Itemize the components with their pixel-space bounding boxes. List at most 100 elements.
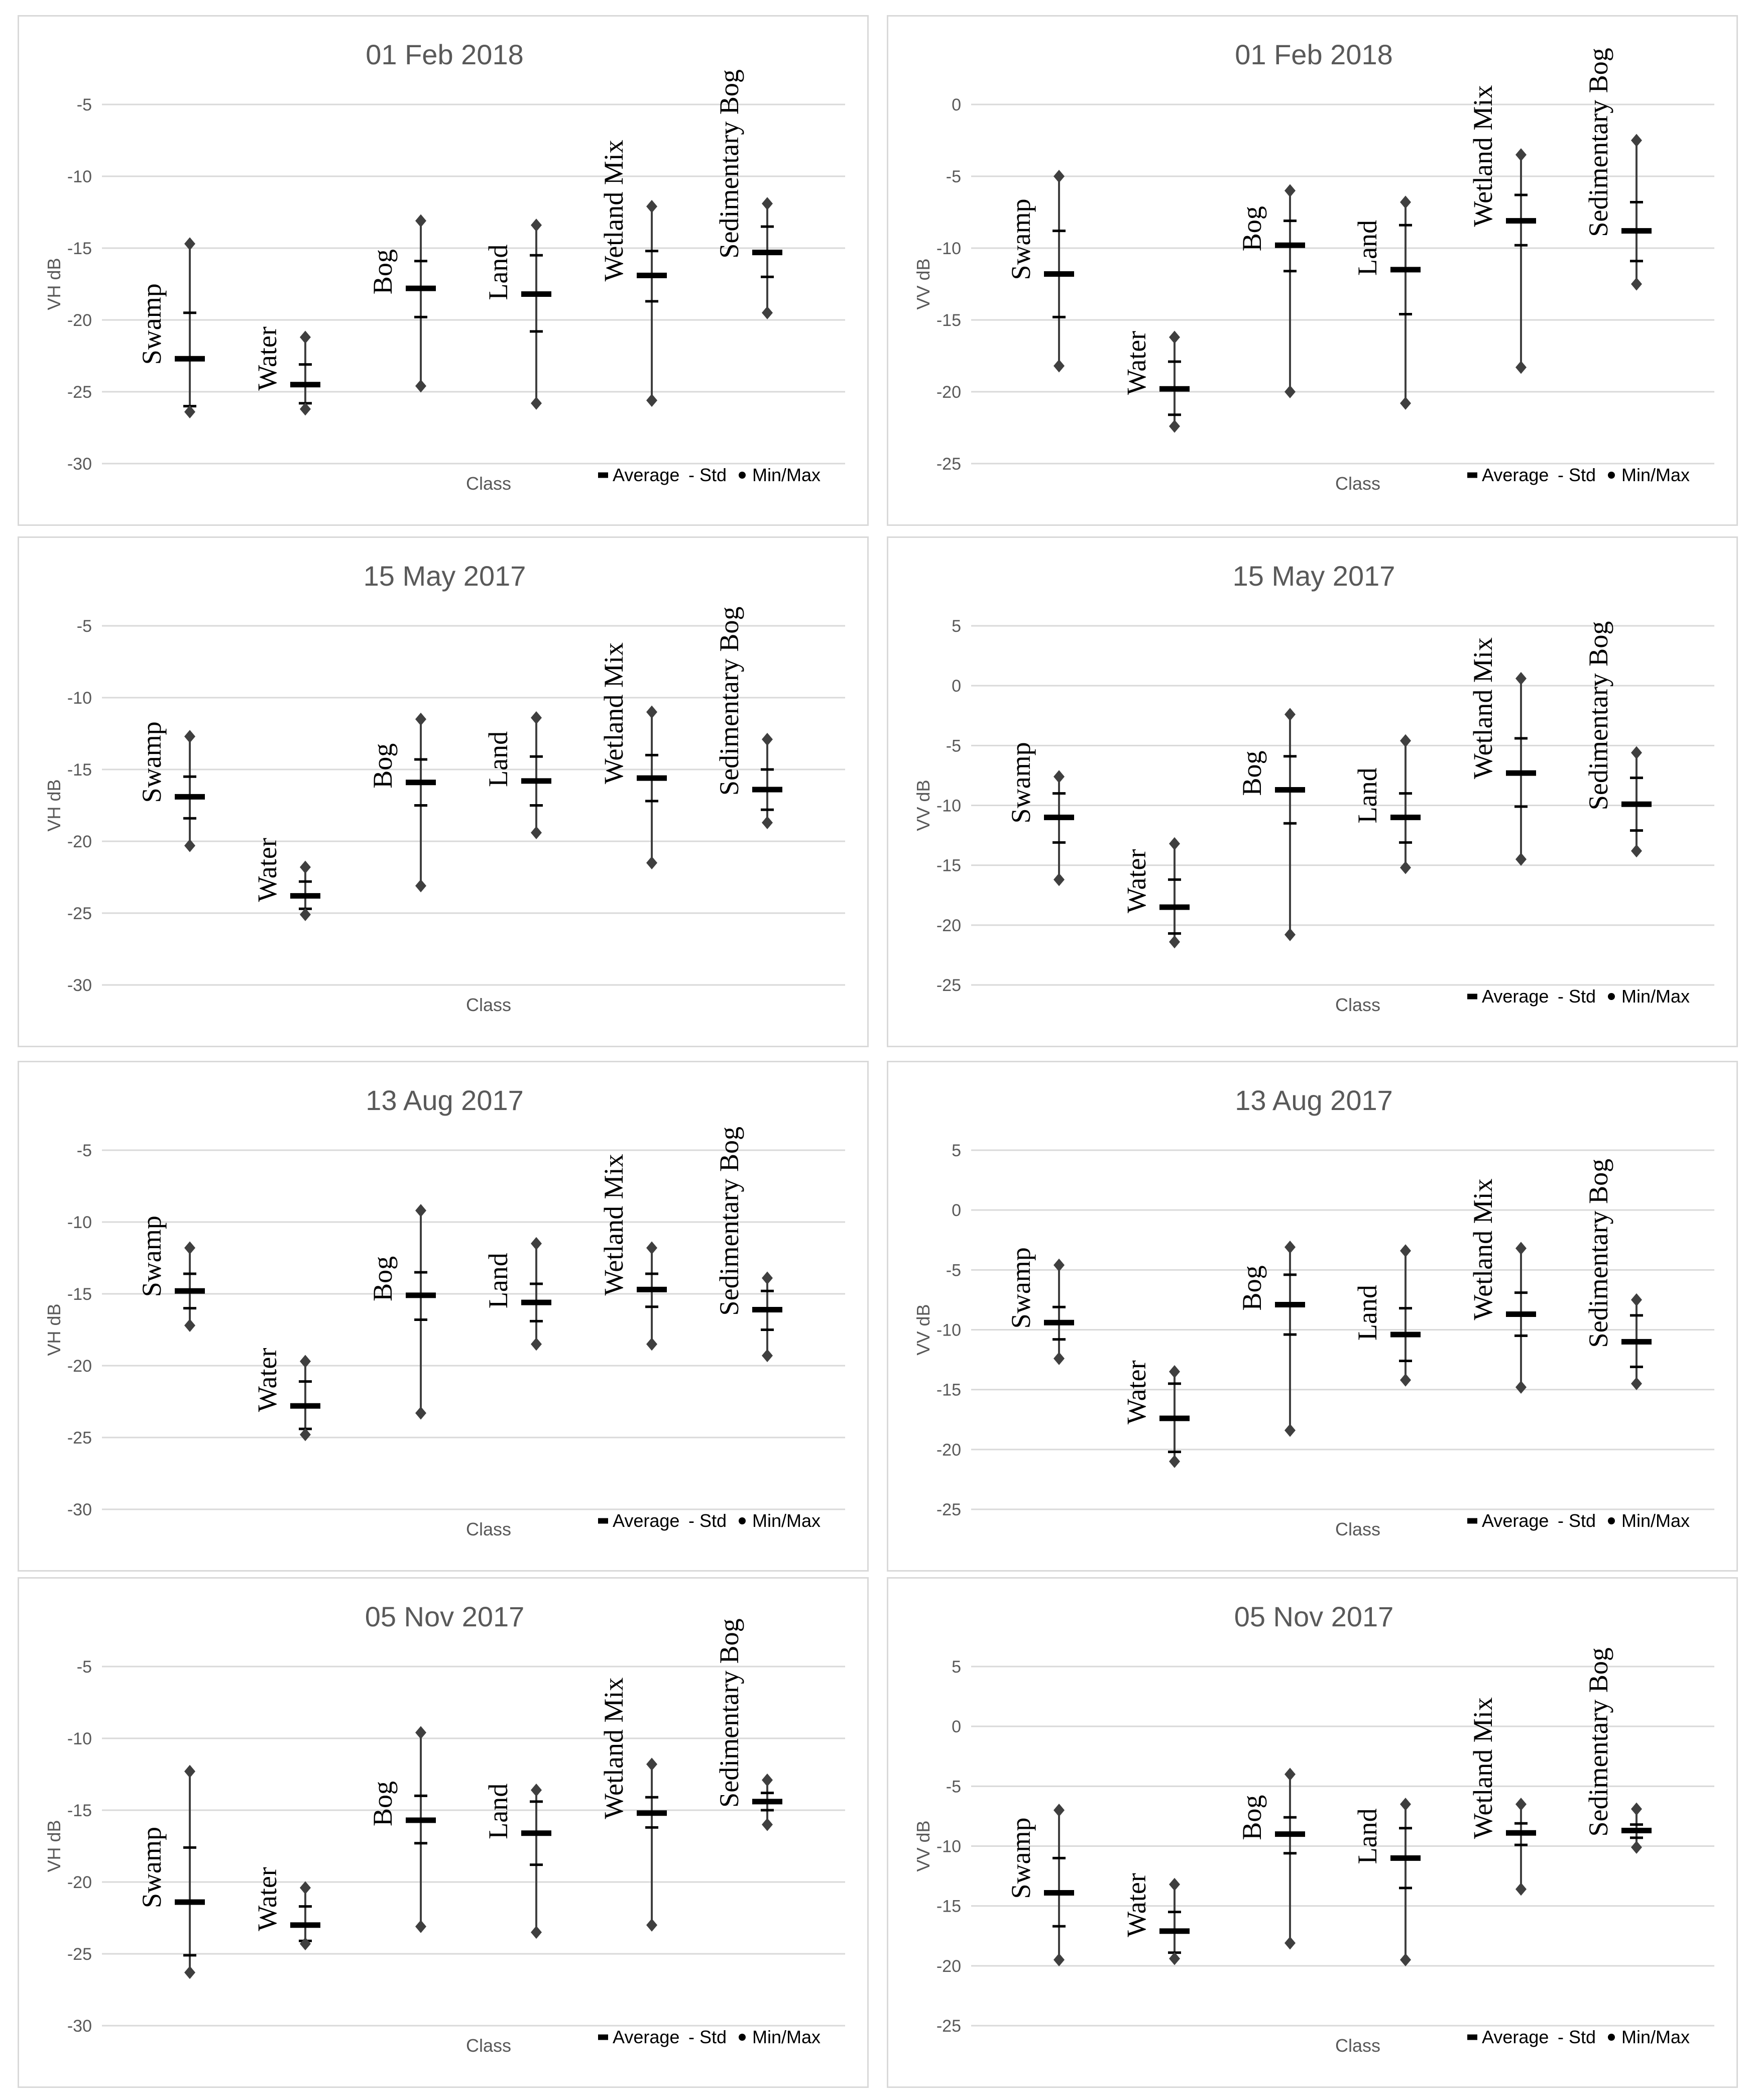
min-marker <box>762 1818 773 1831</box>
x-axis-label: Class <box>1335 1519 1380 1539</box>
y-tick-label: 5 <box>952 1141 961 1160</box>
min-marker <box>300 1428 311 1442</box>
y-tick-label: -15 <box>67 1801 92 1820</box>
class-label-sedimentary-bog: Sedimentary Bog <box>1583 1159 1613 1348</box>
y-tick-label: -25 <box>937 976 961 995</box>
y-tick-label: 5 <box>952 617 961 636</box>
class-marker-water <box>1159 1877 1190 1965</box>
max-marker <box>300 860 311 874</box>
min-marker <box>1631 844 1642 858</box>
max-marker <box>762 1271 773 1285</box>
y-tick-label: -30 <box>67 2017 92 2036</box>
legend-minmax-swatch <box>1608 472 1615 479</box>
y-tick-label: -20 <box>937 383 961 402</box>
max-marker <box>415 712 426 726</box>
max-marker <box>762 197 773 210</box>
legend-std-label: - Std <box>1558 465 1596 485</box>
max-marker <box>1400 734 1411 747</box>
min-marker <box>1284 385 1296 398</box>
max-marker <box>1515 1242 1527 1255</box>
x-axis-label: Class <box>1335 473 1380 494</box>
min-marker <box>184 405 195 419</box>
class-label-land: Land <box>1352 1285 1382 1341</box>
min-marker <box>1284 1936 1296 1950</box>
max-marker <box>184 730 195 743</box>
min-marker <box>1284 1423 1296 1437</box>
class-label-sedimentary-bog: Sedimentary Bog <box>714 1127 744 1315</box>
min-marker <box>646 856 657 869</box>
x-axis-label: Class <box>1335 994 1380 1015</box>
max-marker <box>1054 770 1065 784</box>
class-label-bog: Bog <box>1237 1265 1267 1310</box>
min-marker <box>300 908 311 921</box>
min-marker <box>1169 935 1180 949</box>
chart-title: 13 Aug 2017 <box>1235 1084 1393 1116</box>
class-marker-swamp <box>175 730 205 852</box>
min-marker <box>1054 1953 1065 1966</box>
legend-std-label: - Std <box>1558 2027 1596 2047</box>
class-marker-sedimentary-bog <box>752 732 782 829</box>
class-label-bog: Bog <box>1237 1795 1267 1840</box>
y-axis-label: VV dB <box>913 1304 933 1355</box>
class-marker-wetland-mix <box>1506 672 1536 866</box>
max-marker <box>184 1241 195 1255</box>
chart-svg: 01 Feb 2018 0 -5 -10 -15 -20 -25 VV dB Class Swam… <box>913 39 1714 494</box>
legend-minmax-swatch <box>1608 1517 1615 1524</box>
min-marker <box>1631 1840 1642 1854</box>
min-marker <box>300 1937 311 1950</box>
class-label-water: Water <box>252 1867 282 1931</box>
class-marker-land <box>521 1237 551 1351</box>
class-label-wetland-mix: Wetland Mix <box>1468 85 1498 227</box>
max-marker <box>531 711 542 725</box>
y-tick-label: 0 <box>952 1201 961 1220</box>
min-marker <box>762 1349 773 1362</box>
max-marker <box>646 1241 657 1255</box>
x-axis-label: Class <box>1335 2035 1380 2056</box>
class-label-land: Land <box>483 1253 513 1308</box>
class-marker-land <box>521 218 551 410</box>
max-marker <box>415 1204 426 1218</box>
class-marker-swamp <box>1044 1258 1074 1365</box>
class-label-bog: Bog <box>1237 206 1267 251</box>
class-label-wetland-mix: Wetland Mix <box>599 642 629 784</box>
legend-minmax-label: Min/Max <box>752 2027 821 2047</box>
max-marker <box>1515 148 1527 162</box>
class-label-land: Land <box>1352 767 1382 823</box>
class-marker-swamp <box>1044 770 1074 887</box>
max-marker <box>415 214 426 228</box>
legend-average-label: Average <box>1482 1510 1549 1531</box>
class-label-wetland-mix: Wetland Mix <box>1468 1697 1498 1839</box>
class-marker-sedimentary-bog <box>1621 746 1652 858</box>
chart-panel-vv-05-nov-2017: 05 Nov 2017 5 0 -5 -10 -15 -20 -25 VV dB Class Swa… <box>887 1577 1738 2088</box>
max-marker <box>762 732 773 746</box>
legend-average-label: Average <box>613 1510 679 1531</box>
min-marker <box>184 1966 195 1979</box>
max-marker <box>1631 746 1642 759</box>
legend-minmax-swatch <box>739 1517 746 1524</box>
class-label-land: Land <box>483 1784 513 1839</box>
min-marker <box>415 1406 426 1420</box>
y-tick-label: -10 <box>67 689 92 708</box>
class-marker-wetland-mix <box>637 705 667 869</box>
y-tick-label: -30 <box>67 976 92 995</box>
min-marker <box>531 1926 542 1939</box>
chart-panel-vh-13-aug-2017: 13 Aug 2017 -5 -10 -15 -20 -25 -30 VH dB Class Sw… <box>18 1061 869 1572</box>
max-marker <box>1631 134 1642 147</box>
max-marker <box>300 330 311 344</box>
min-marker <box>531 826 542 839</box>
chart-panel-vh-15-may-2017: 15 May 2017 -5 -10 -15 -20 -25 -30 VH dB Class Sw… <box>18 536 869 1047</box>
legend: Average - Std Min/Max <box>1467 2027 1690 2047</box>
legend-average-label: Average <box>1482 2027 1549 2047</box>
class-label-water: Water <box>1121 1360 1151 1424</box>
max-marker <box>1515 672 1527 685</box>
y-tick-label: -30 <box>67 455 92 474</box>
class-marker-swamp <box>175 1764 205 1979</box>
y-tick-label: -5 <box>946 1261 961 1280</box>
y-tick-label: -15 <box>937 1897 961 1916</box>
max-marker <box>1400 1798 1411 1811</box>
legend-average-label: Average <box>1482 986 1549 1007</box>
max-marker <box>1169 1365 1180 1378</box>
class-label-water: Water <box>1121 331 1151 395</box>
max-marker <box>531 1237 542 1250</box>
legend-minmax-label: Min/Max <box>752 1510 821 1531</box>
